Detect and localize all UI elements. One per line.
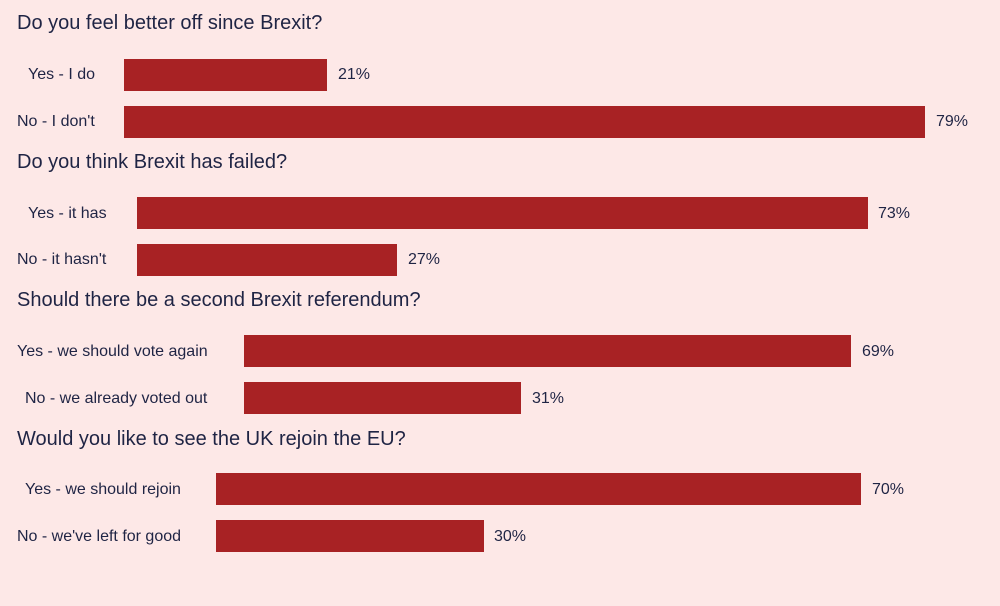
answer-percentage: 73% — [878, 205, 911, 222]
answer-label: Yes - it has — [28, 205, 107, 222]
answer-percentage: 70% — [872, 481, 905, 498]
answer-label: Yes - I do — [28, 66, 96, 83]
question-title: Do you feel better off since Brexit? — [17, 12, 323, 34]
answer-bar — [124, 59, 327, 91]
answer-bar — [137, 244, 397, 276]
question-title: Would you like to see the UK rejoin the … — [17, 428, 406, 450]
question-title: Should there be a second Brexit referend… — [17, 289, 421, 311]
answer-label: No - we've left for good — [17, 528, 182, 545]
answer-percentage: 27% — [408, 251, 441, 268]
question-title: Do you think Brexit has failed? — [17, 151, 288, 173]
answer-bar — [244, 335, 851, 367]
answer-bar — [244, 382, 521, 414]
answer-percentage: 79% — [936, 113, 969, 130]
answer-percentage: 30% — [494, 528, 527, 545]
answer-label: No - it hasn't — [17, 251, 107, 268]
answer-bar — [124, 106, 925, 138]
answer-percentage: 21% — [338, 66, 371, 83]
answer-bar — [216, 473, 861, 505]
answer-percentage: 31% — [532, 390, 565, 407]
answer-label: Yes - we should rejoin — [25, 481, 181, 498]
answer-label: No - I don't — [17, 113, 95, 130]
answer-label: No - we already voted out — [25, 390, 208, 407]
answer-label: Yes - we should vote again — [17, 343, 208, 360]
answer-bar — [216, 520, 484, 552]
answer-percentage: 69% — [862, 343, 895, 360]
answer-bar — [137, 197, 868, 229]
